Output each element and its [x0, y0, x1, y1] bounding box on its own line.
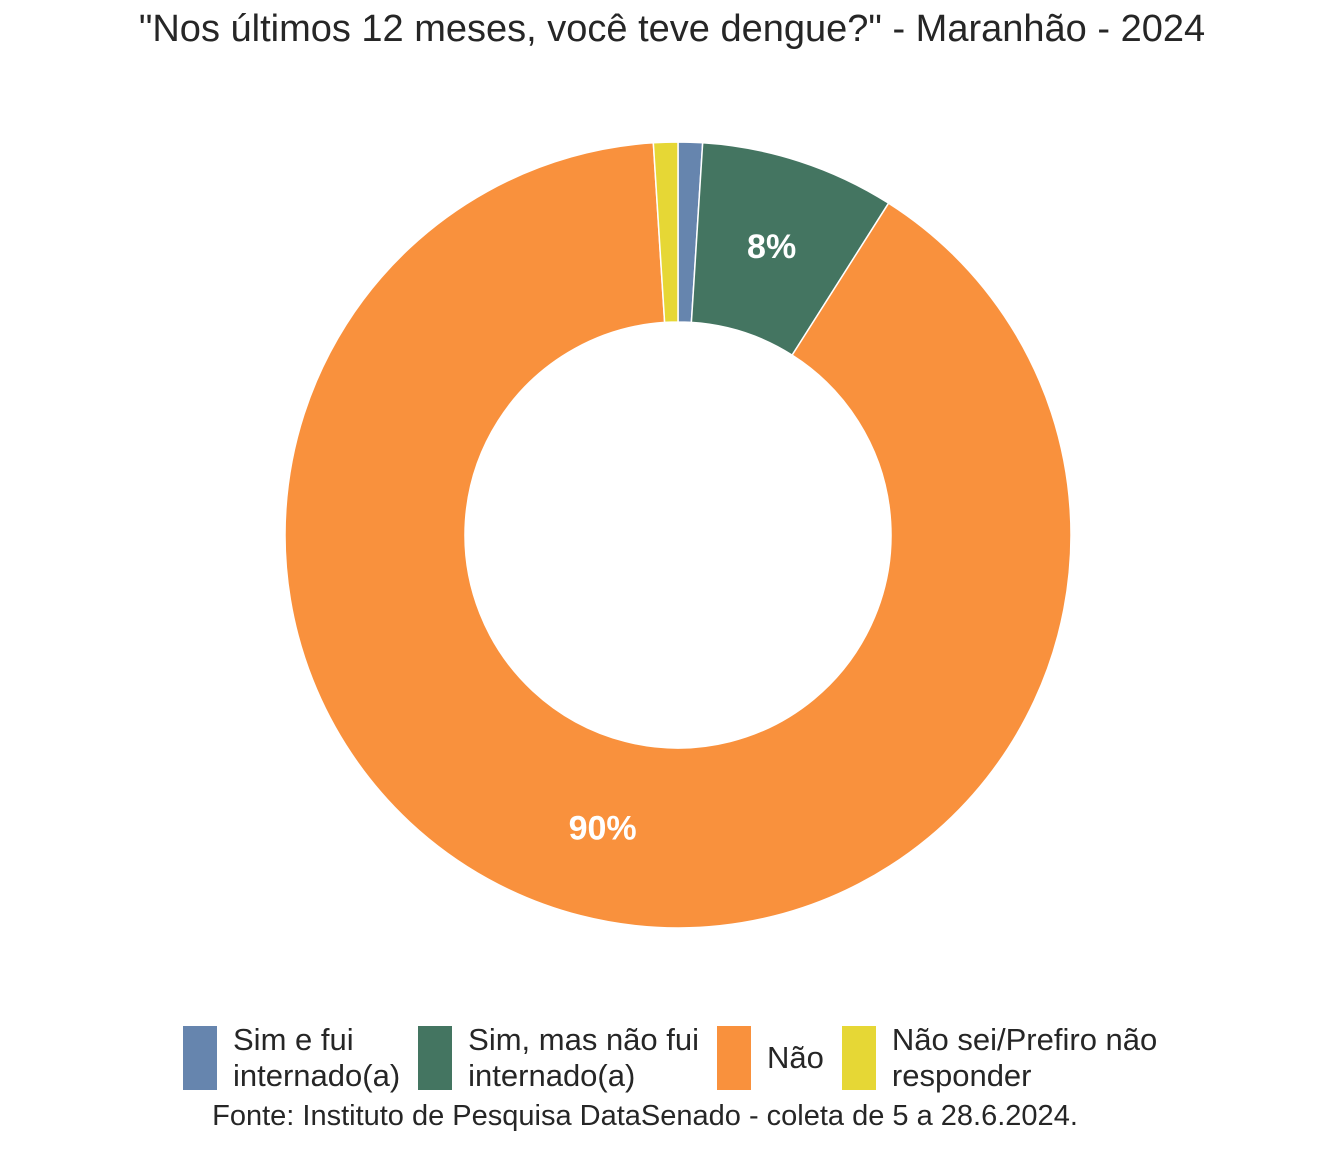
donut-slice-2: [284, 141, 1072, 929]
chart-title: "Nos últimos 12 meses, você teve dengue?…: [138, 8, 1206, 50]
legend: Sim e fui internado(a) Sim, mas não fui …: [183, 1022, 1175, 1093]
legend-item-nao-sei: Não sei/Prefiro não responder: [841, 1022, 1158, 1094]
legend-item-nao: Não: [717, 1026, 824, 1090]
legend-item-sim-nao-internado: Sim, mas não fui internado(a): [418, 1022, 699, 1094]
legend-label: Não sei/Prefiro não responder: [891, 1022, 1158, 1093]
data-label-1: 8%: [747, 228, 796, 266]
legend-item-sim-internado: Sim e fui internado(a): [183, 1022, 400, 1094]
legend-label: Sim e fui internado(a): [233, 1022, 401, 1093]
source-note: Fonte: Instituto de Pesquisa DataSenado …: [212, 1100, 1078, 1132]
legend-swatch: [717, 1026, 752, 1090]
legend-swatch: [418, 1026, 453, 1090]
legend-swatch: [183, 1026, 217, 1090]
legend-label: Sim, mas não fui internado(a): [468, 1022, 700, 1093]
legend-label: Não: [767, 1040, 824, 1075]
data-label-2: 90%: [569, 809, 637, 847]
donut-slice-3: [652, 141, 679, 324]
legend-swatch: [841, 1026, 876, 1090]
